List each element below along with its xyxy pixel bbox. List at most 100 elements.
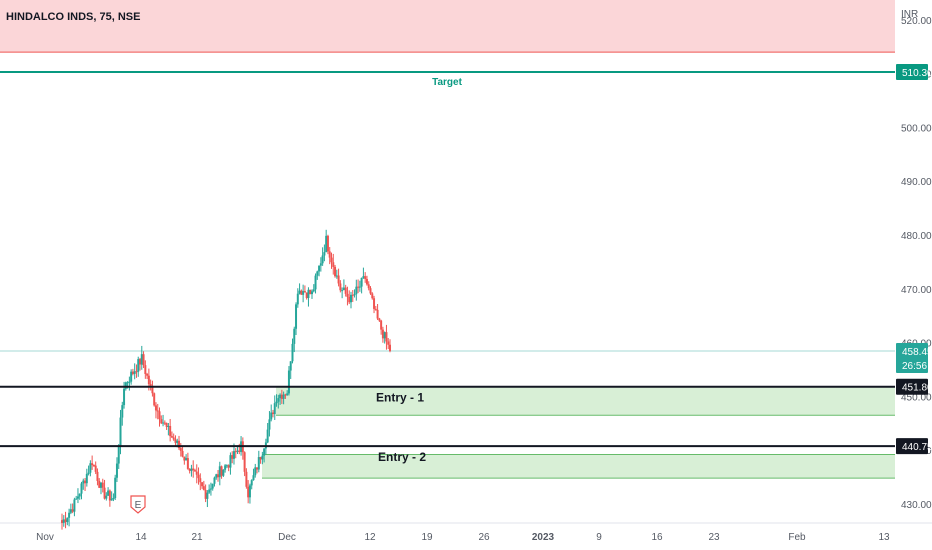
candle-body [146,373,149,376]
price-tick-label: 500.00 [901,123,932,134]
candle-body [374,308,377,310]
candle-body [303,291,306,293]
candle-body [351,294,354,296]
candle-body [115,463,118,478]
candle-body [305,292,308,298]
candle-body [128,381,131,383]
candle-body [76,496,79,499]
candle-body [341,290,344,292]
candle-body [259,457,262,460]
candle-body [310,291,313,295]
time-tick-label: Feb [788,532,806,543]
symbol-title: HINDALCO INDS, 75, NSE [6,11,140,23]
candle-body [365,279,368,285]
candle-body [105,495,108,499]
candle-body [215,474,218,478]
candle-body [91,463,94,466]
candle-body [92,465,95,467]
candle-body [82,480,85,484]
candle-body [66,517,69,523]
price-tick-label: 520.00 [901,16,932,27]
candle-body [358,286,361,288]
candle-body [85,473,88,484]
time-tick-label: Nov [36,532,54,543]
candle-body [346,293,349,297]
candle-body [362,276,365,278]
candle-body [73,499,76,512]
candle-body [381,329,384,339]
candle-body [89,463,92,473]
candle-body [279,394,282,399]
time-tick-label: 26 [478,532,490,543]
candle-body [289,361,292,371]
candle-body [250,480,253,486]
candle-body [153,393,156,406]
candle-body [107,490,110,496]
candle-body [220,466,223,476]
price-tick-label: 470.00 [901,285,932,296]
candle-body [232,451,235,459]
earnings-event-label: E [135,500,142,511]
candle-body [318,265,321,272]
candle-body [87,472,90,474]
candle-body [142,354,145,366]
candle-body [121,405,124,418]
candle-body [158,411,161,420]
candle-body [369,288,372,294]
entry-1-price-tag [896,378,928,395]
price-tick-label: 430.00 [901,500,932,511]
candle-body [110,498,113,501]
candle-body [181,450,184,457]
candle-body [217,474,220,478]
time-tick-label: 12 [364,532,376,543]
candle-body [179,448,182,451]
candle-body [373,298,376,309]
candle-body [378,318,381,321]
candle-body [355,286,358,295]
target-price-tag [896,63,928,80]
candle-body [243,452,246,472]
candle-body [291,343,294,362]
candle-body [211,483,214,489]
candle-body [151,385,154,394]
entry-2-price-tag-text: 440.75 [902,442,932,453]
candle-body [231,455,234,459]
price-tick-label: 450.00 [901,392,932,403]
candle-body [263,448,266,456]
candle-body [208,489,211,493]
candle-body [300,290,303,295]
bar-countdown-text: 26:56 [902,361,927,372]
candle-body [325,235,328,253]
candle-body [295,304,298,329]
candle-body [256,467,259,470]
candle-body [209,488,212,490]
candle-body [123,388,126,406]
candle-body [176,440,179,443]
candle-body [245,471,248,487]
candle-body [364,276,367,280]
candle-body [178,440,181,449]
candle-body [103,487,106,499]
candle-body [337,275,340,284]
entry-2-label: Entry - 2 [378,450,426,464]
candle-body [270,412,273,420]
candle-body [225,465,228,467]
candle-body [68,512,71,518]
earnings-event-icon[interactable] [130,495,146,514]
candle-body [137,359,140,372]
candle-body [169,425,172,437]
candle-body [147,375,150,385]
candle-body [383,332,386,339]
candle-body [61,520,63,523]
candle-body [62,519,65,523]
candle-body [344,287,347,294]
candle-body [112,498,115,500]
candle-body [186,458,189,469]
candle-body [162,422,165,424]
candle-body [309,289,312,295]
time-tick-label: 16 [651,532,663,543]
candle-body [349,294,352,303]
candle-body [302,291,305,295]
candle-body [139,359,142,365]
